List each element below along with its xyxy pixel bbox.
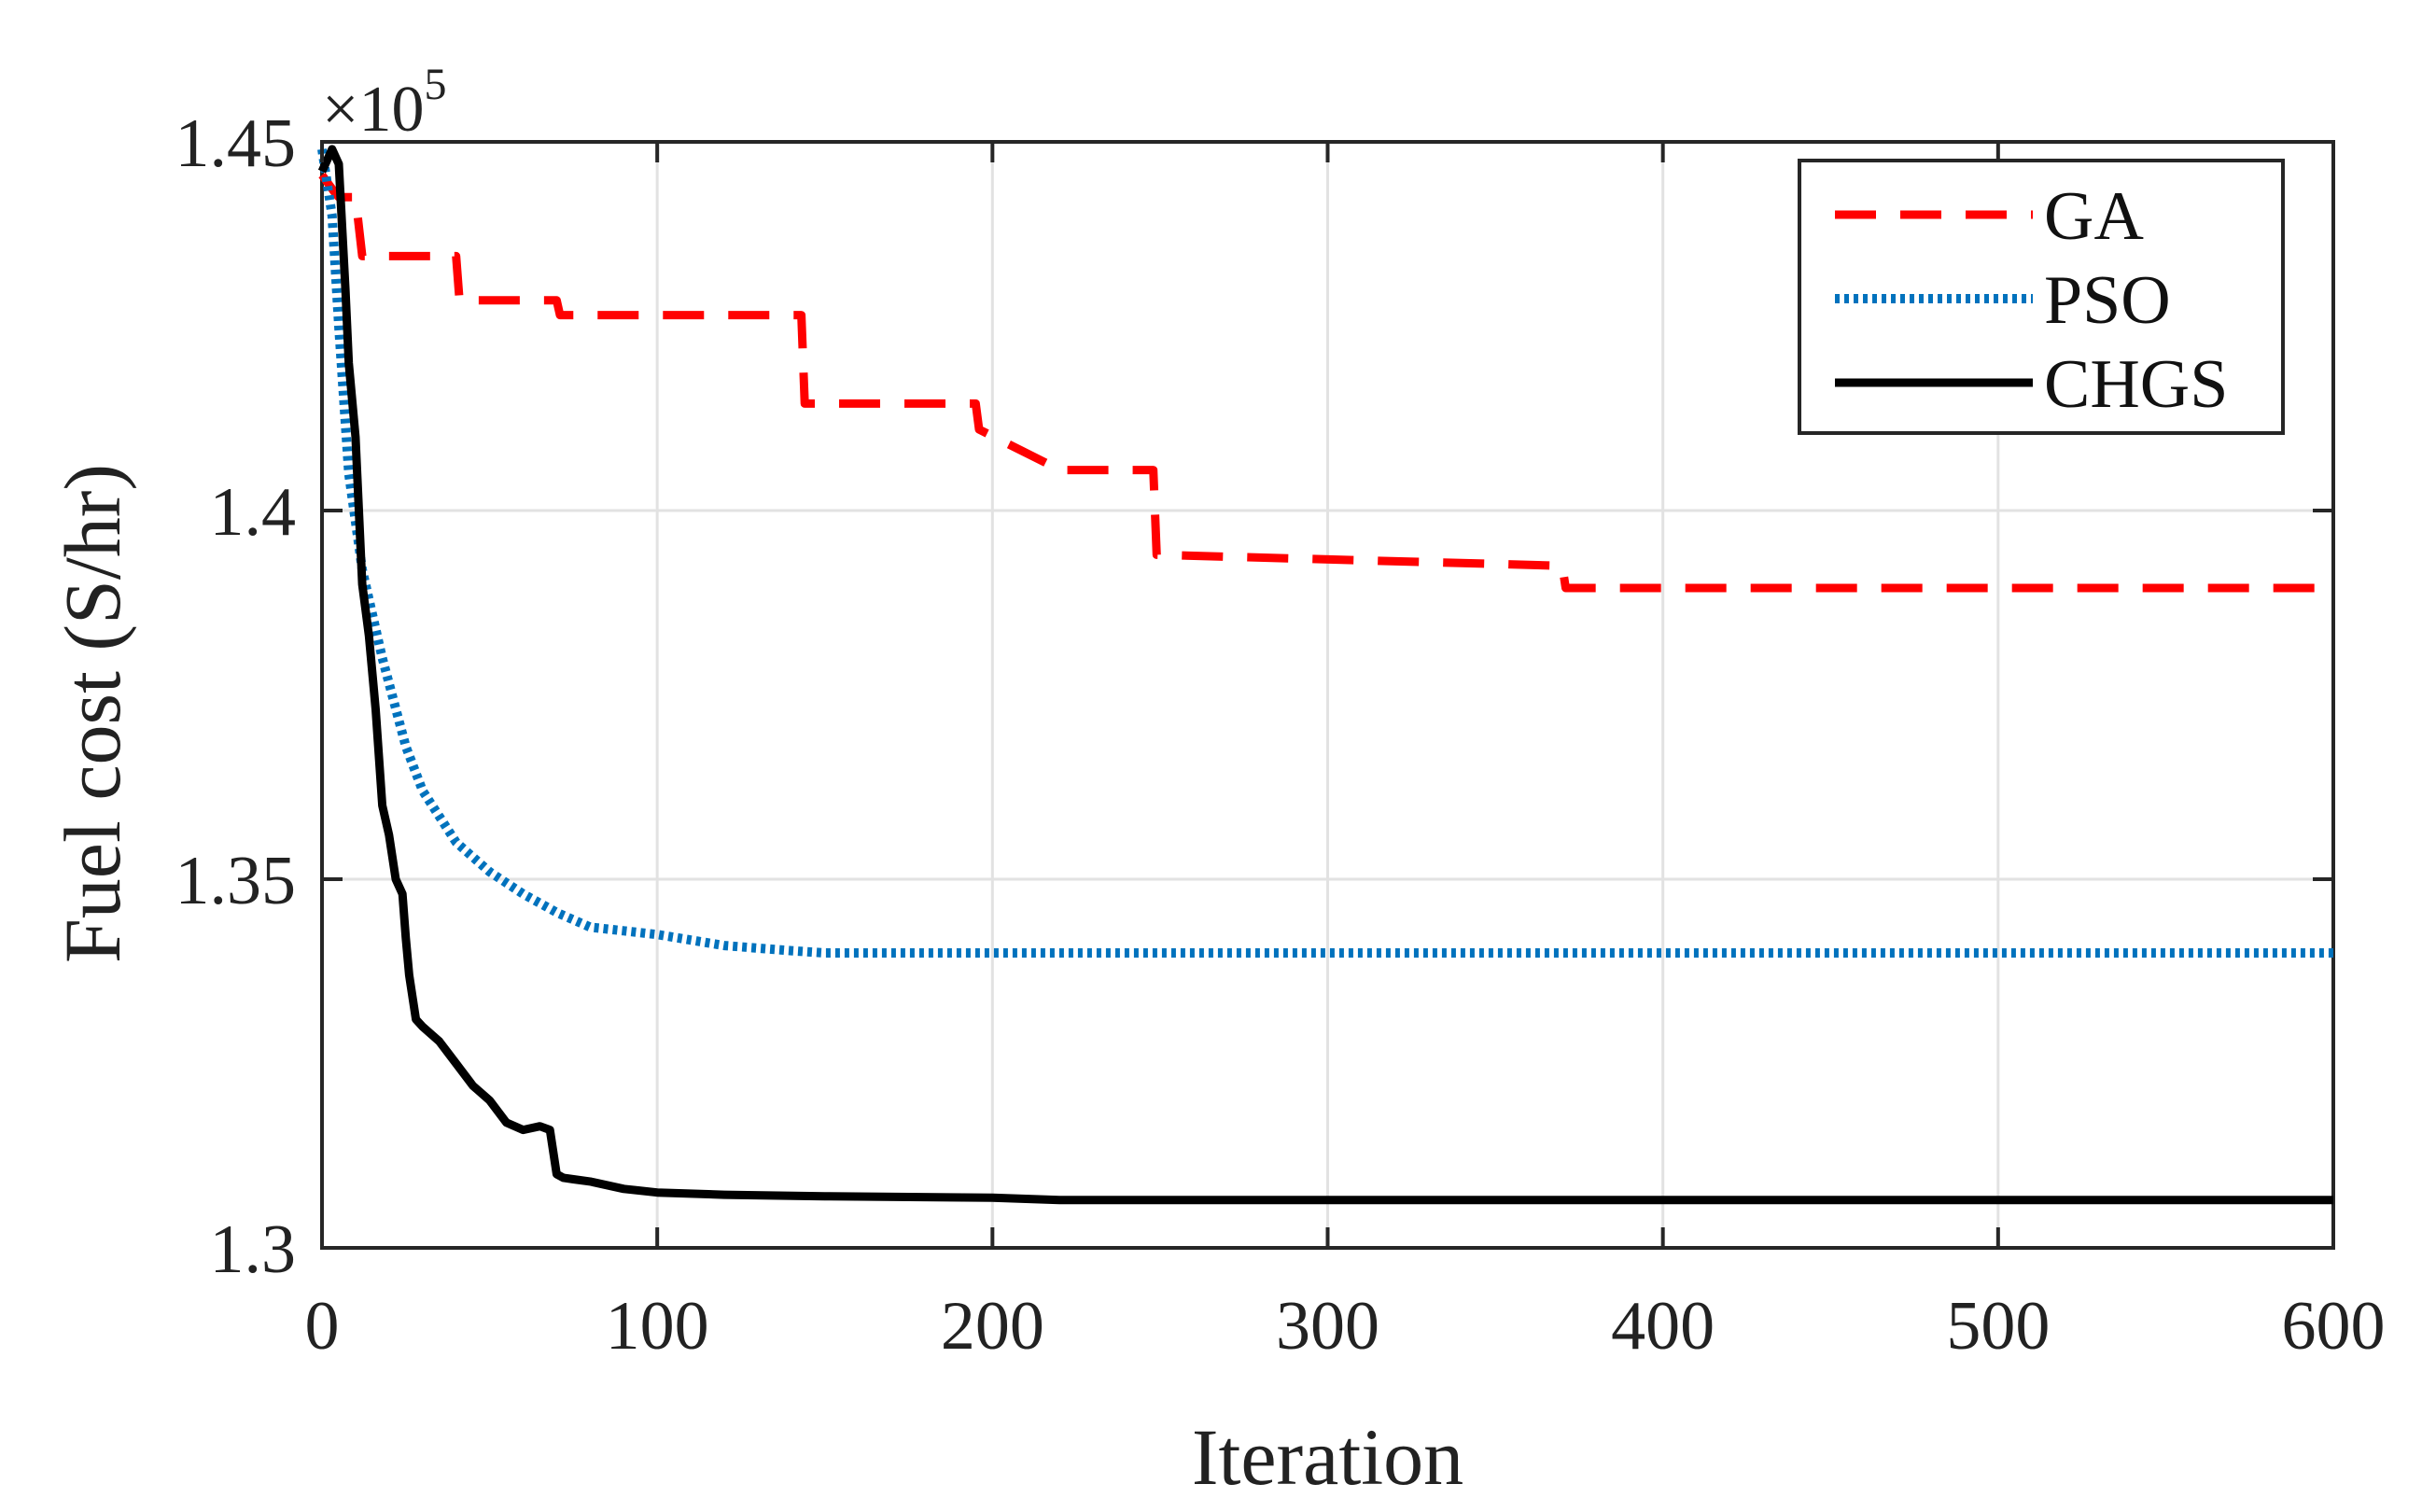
legend-label-ga: GA	[2044, 178, 2144, 255]
series-layer	[317, 145, 2333, 1205]
x-tick-label: 300	[1276, 1288, 1379, 1365]
axis-ticks: 0 100 200 300 400 500 600 1.3 1.35 1.4 1.45	[175, 105, 2386, 1365]
x-tick-label: 200	[941, 1288, 1044, 1365]
y-tick-label: 1.35	[175, 843, 297, 919]
series-line-ga	[318, 172, 2333, 593]
x-tick-label: 600	[2282, 1288, 2386, 1365]
x-tick-label: 500	[1946, 1288, 2050, 1365]
y-tick-label: 1.45	[175, 105, 297, 182]
legend-label-pso: PSO	[2044, 262, 2171, 339]
x-axis-title: Iteration	[1192, 1412, 1463, 1502]
y-tick-label: 1.3	[210, 1211, 297, 1288]
x-tick-label: 400	[1611, 1288, 1715, 1365]
series-line-chgs	[317, 145, 2333, 1205]
x-tick-label: 0	[305, 1288, 340, 1365]
y-axis-multiplier: ×105	[322, 60, 446, 146]
legend-label-chgs: CHGS	[2044, 346, 2228, 423]
legend-box	[1798, 159, 2285, 435]
y-tick-label: 1.4	[210, 474, 297, 551]
x-tick-label: 100	[606, 1288, 709, 1365]
grid-lines	[322, 142, 2333, 1248]
y-axis-title: Fuel cost (S/hr)	[48, 464, 137, 963]
